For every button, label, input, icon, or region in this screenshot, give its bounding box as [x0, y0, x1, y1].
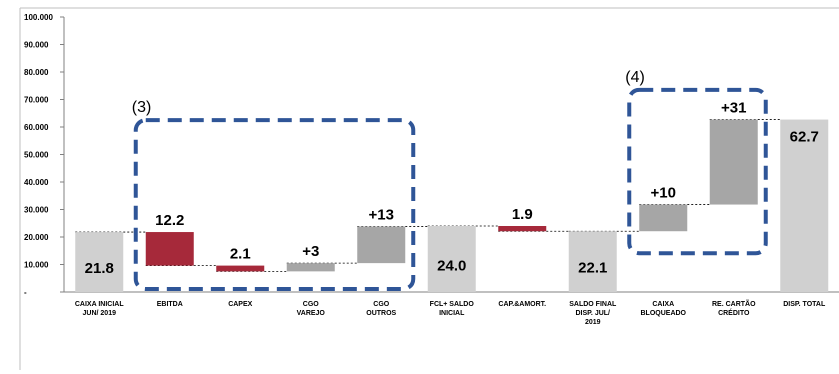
y-tick-label: 50.000: [24, 151, 49, 160]
bracket-box: [627, 87, 768, 256]
y-tick-label: 60.000: [24, 123, 49, 132]
y-tick-label: 30.000: [24, 206, 49, 215]
bar-increase: [709, 119, 758, 205]
category-label: CAP.&AMORT.: [498, 301, 546, 308]
category-label: DISP. TOTAL: [783, 301, 826, 308]
bar-increase: [357, 226, 406, 264]
category-label: 2019: [585, 319, 601, 326]
category-label: VAREJO: [297, 310, 326, 317]
y-tick-label: 10.000: [24, 261, 49, 270]
data-label: 12.2: [155, 212, 184, 229]
category-label: DISP. JUL/: [576, 310, 611, 317]
category-label: OUTROS: [366, 310, 396, 317]
data-label: +31: [721, 100, 746, 117]
data-label: 22.1: [578, 259, 607, 276]
bracket-label: (3): [132, 99, 152, 116]
bar-total: [568, 231, 617, 292]
category-label: FCL+ SALDO: [430, 301, 475, 308]
category-label: EBITDA: [157, 301, 183, 308]
category-label: JUN/ 2019: [83, 310, 117, 317]
y-tick-label: 20.000: [24, 233, 49, 242]
y-tick-label: 100.000: [24, 13, 53, 22]
data-label: 2.1: [230, 246, 251, 263]
data-label: +13: [369, 207, 394, 224]
bar-decrease: [498, 226, 547, 232]
category-label: CRÉDITO: [718, 308, 750, 317]
category-label: CAIXA INICIAL: [75, 301, 124, 308]
bar-total: [427, 226, 476, 292]
y-tick-label: 40.000: [24, 178, 49, 187]
category-label: CGO: [373, 301, 390, 308]
data-label: 62.7: [790, 129, 819, 146]
bracket-label: (4): [625, 69, 645, 86]
bar-total: [75, 232, 124, 292]
data-label: 1.9: [512, 206, 533, 223]
y-tick-label: 80.000: [24, 68, 49, 77]
y-tick-label: 90.000: [24, 41, 49, 50]
data-label: 24.0: [437, 257, 466, 274]
category-label: INICIAL: [439, 310, 465, 317]
bar-increase: [286, 263, 335, 272]
data-label: +3: [302, 243, 319, 260]
bar-total: [780, 119, 829, 292]
category-label: CAIXA: [652, 301, 674, 308]
category-label: RE. CARTÃO: [712, 299, 756, 308]
category-label: CAPEX: [228, 301, 252, 308]
category-label: SALDO FINAL: [569, 301, 617, 308]
y-tick-label: 70.000: [24, 96, 49, 105]
bar-increase: [639, 204, 688, 232]
category-label: CGO: [303, 301, 320, 308]
data-label: 21.8: [85, 260, 114, 277]
bar-decrease: [216, 265, 265, 272]
data-label: +10: [651, 185, 676, 202]
category-label: BLOQUEADO: [641, 310, 687, 317]
bar-decrease: [145, 232, 194, 266]
y-tick-label: -: [24, 288, 27, 297]
